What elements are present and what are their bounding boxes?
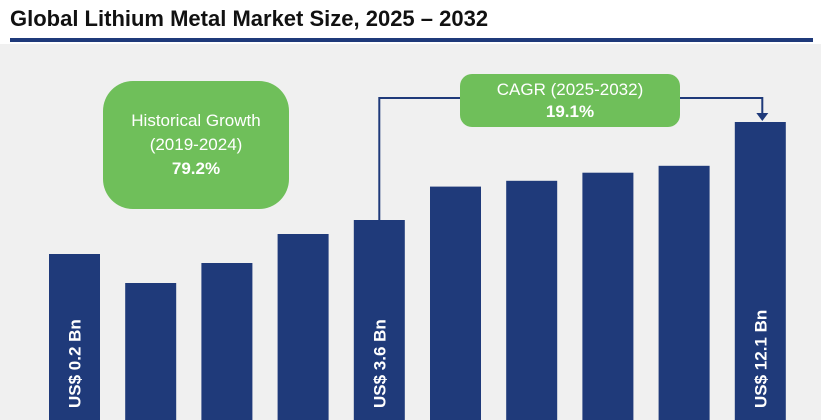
bar-7 xyxy=(506,181,557,420)
bar-value-label: US$ 0.2 Bn xyxy=(66,319,85,408)
bar-2 xyxy=(125,283,176,420)
cagr-value: 19.1% xyxy=(460,101,680,123)
cagr-label: CAGR (2025-2032) xyxy=(460,79,680,101)
cagr-connector-line xyxy=(680,98,762,114)
bar-value-label: US$ 12.1 Bn xyxy=(751,310,770,408)
arrow-down-icon xyxy=(756,113,768,121)
bar-4 xyxy=(278,234,329,420)
bar-6 xyxy=(430,187,481,420)
bar-9 xyxy=(659,166,710,420)
historical-growth-period: (2019-2024) xyxy=(103,133,289,157)
cagr-callout: CAGR (2025-2032) 19.1% xyxy=(460,74,680,127)
bar-8 xyxy=(582,173,633,420)
bar-value-label: US$ 3.6 Bn xyxy=(370,319,389,408)
historical-growth-value: 79.2% xyxy=(103,157,289,181)
historical-growth-callout: Historical Growth (2019-2024) 79.2% xyxy=(103,81,289,209)
historical-growth-label: Historical Growth xyxy=(103,109,289,133)
bar-3 xyxy=(201,263,252,420)
